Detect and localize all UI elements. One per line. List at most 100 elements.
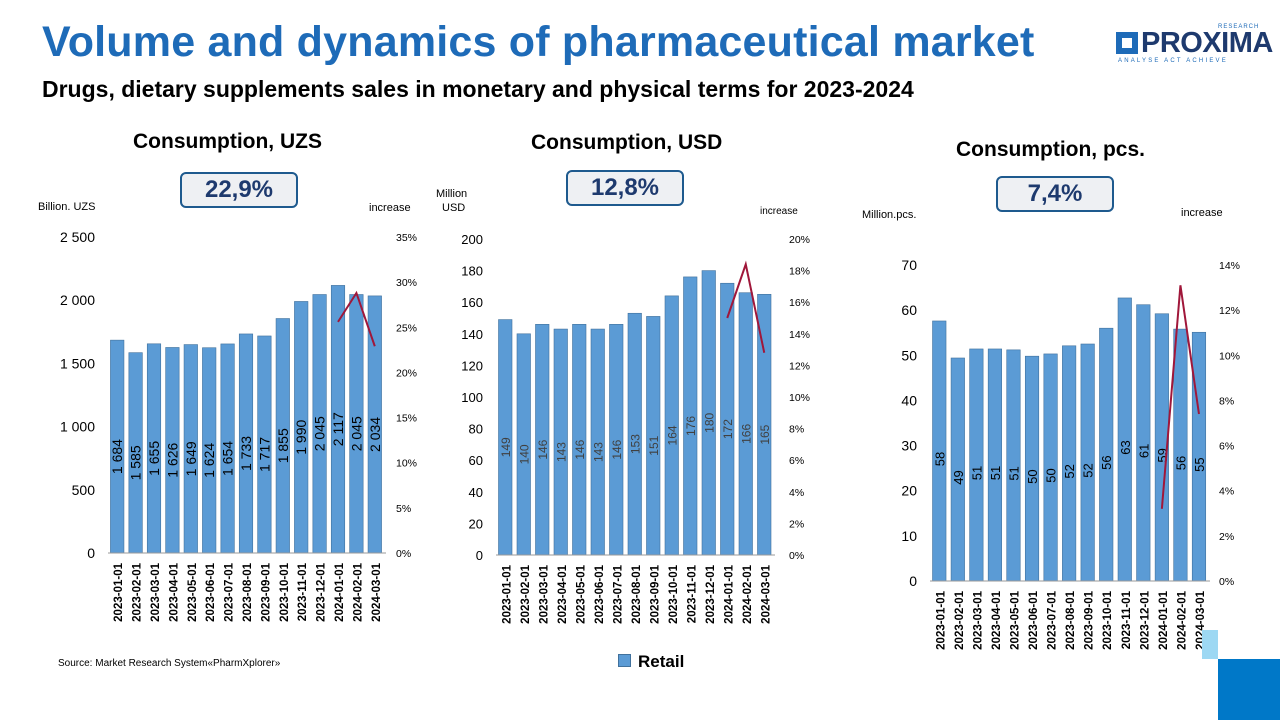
bar-value-label-pcs: 51 (969, 466, 984, 480)
y2-tick-label-pcs: 4% (1219, 486, 1234, 498)
bar-pcs (1043, 353, 1058, 582)
legend-swatch-retail (618, 654, 631, 667)
bar-value-label-uzs: 1 855 (275, 428, 291, 463)
y-axis-unit-uzs: Billion. UZS (38, 201, 96, 213)
x-tick-label-uzs: 2023-08-01 (242, 562, 254, 621)
bar-pcs (1080, 343, 1095, 582)
y-tick-label-pcs: 40 (901, 392, 917, 408)
bar-value-label-uzs: 1 654 (220, 441, 236, 476)
bar-value-label-uzs: 2 034 (367, 417, 383, 452)
chart-title-uzs: Consumption, UZS (133, 130, 322, 153)
y-tick-label-pcs: 20 (901, 483, 917, 499)
bar-pcs (1136, 304, 1151, 582)
bar-value-label-usd: 164 (666, 425, 680, 445)
y2-tick-label-pcs: 14% (1219, 260, 1240, 272)
x-tick-label-pcs: 2023-03-01 (972, 590, 984, 649)
x-tick-label-usd: 2023-06-01 (594, 564, 606, 623)
y2-tick-label-usd: 6% (789, 455, 804, 467)
x-tick-label-uzs: 2023-04-01 (168, 562, 180, 621)
y2-tick-label-usd: 10% (789, 392, 810, 404)
y-tick-label-pcs: 50 (901, 347, 917, 363)
y-tick-label-usd: 120 (461, 358, 483, 373)
y2-tick-label-usd: 4% (789, 487, 804, 499)
x-tick-label-pcs: 2023-05-01 (1009, 590, 1021, 649)
y-tick-label-usd: 160 (461, 295, 483, 310)
y-tick-label-usd: 60 (469, 453, 483, 468)
bar-pcs (969, 348, 984, 582)
y2-tick-label-pcs: 10% (1219, 350, 1240, 362)
x-tick-label-pcs: 2023-08-01 (1065, 590, 1077, 649)
logo-mark-icon (1116, 32, 1138, 54)
bar-value-label-usd: 149 (499, 437, 513, 457)
y-tick-label-uzs: 1 500 (60, 355, 95, 371)
x-tick-label-uzs: 2024-03-01 (371, 562, 383, 621)
x-tick-label-usd: 2023-04-01 (557, 564, 569, 623)
y-tick-label-pcs: 60 (901, 302, 917, 318)
x-tick-label-uzs: 2023-07-01 (224, 562, 236, 621)
page-subtitle: Drugs, dietary supplements sales in mone… (42, 76, 914, 102)
x-tick-label-uzs: 2023-01-01 (113, 562, 125, 621)
x-tick-label-uzs: 2023-03-01 (150, 562, 162, 621)
y-axis-unit-pcs: Million.pcs. (862, 209, 917, 221)
bar-value-label-usd: 140 (518, 444, 532, 464)
y-tick-label-usd: 40 (469, 485, 483, 500)
proxima-logo: RESEARCH PROXIMA ANALYSE ACT ACHIEVE (1114, 24, 1273, 68)
bar-value-label-uzs: 2 045 (348, 416, 364, 451)
bar-value-label-usd: 143 (555, 442, 569, 462)
kpi-badge-pcs: 7,4% (996, 176, 1114, 212)
y-tick-label-pcs: 70 (901, 257, 917, 273)
x-tick-label-usd: 2023-12-01 (705, 564, 717, 623)
y2-tick-label-usd: 18% (789, 266, 810, 278)
bar-value-label-pcs: 58 (932, 452, 947, 466)
y2-tick-label-usd: 16% (789, 297, 810, 309)
y-tick-label-uzs: 2 000 (60, 292, 95, 308)
bar-value-label-pcs: 55 (1192, 457, 1207, 471)
bar-value-label-usd: 176 (684, 416, 698, 436)
bar-value-label-pcs: 56 (1173, 456, 1188, 470)
y2-tick-label-pcs: 2% (1219, 531, 1234, 543)
bar-pcs (932, 320, 947, 582)
y-tick-label-uzs: 0 (87, 545, 95, 561)
y-tick-label-usd: 140 (461, 327, 483, 342)
bar-value-label-pcs: 61 (1136, 444, 1151, 458)
x-tick-label-pcs: 2023-09-01 (1084, 590, 1096, 649)
bar-value-label-uzs: 2 045 (312, 416, 328, 451)
bar-value-label-uzs: 1 649 (183, 441, 199, 476)
bar-pcs (1173, 328, 1188, 582)
x-tick-label-usd: 2023-02-01 (520, 564, 532, 623)
x-tick-label-pcs: 2024-01-01 (1158, 590, 1170, 649)
kpi-badge-usd: 12,8% (566, 170, 684, 206)
x-tick-label-uzs: 2023-12-01 (316, 562, 328, 621)
bar-value-label-usd: 151 (647, 435, 661, 455)
y2-tick-label-usd: 0% (789, 550, 804, 562)
y-tick-label-uzs: 2 500 (60, 229, 95, 245)
x-tick-label-usd: 2023-01-01 (501, 564, 513, 623)
y2-axis-label-pcs: increase (1181, 207, 1223, 219)
x-tick-label-pcs: 2023-06-01 (1028, 590, 1040, 649)
y-axis-unit-usd-line1: Million (436, 188, 468, 200)
x-tick-label-pcs: 2023-04-01 (991, 590, 1003, 649)
bar-value-label-usd: 153 (629, 434, 643, 454)
x-tick-label-pcs: 2023-10-01 (1102, 590, 1114, 649)
y2-tick-label-uzs: 20% (396, 367, 417, 379)
x-tick-label-pcs: 2023-11-01 (1121, 590, 1133, 649)
x-tick-label-uzs: 2023-09-01 (260, 562, 272, 621)
bar-pcs (950, 357, 965, 582)
x-tick-label-usd: 2023-09-01 (649, 564, 661, 623)
y2-tick-label-pcs: 0% (1219, 576, 1234, 588)
bar-pcs (1099, 327, 1114, 582)
bar-value-label-usd: 146 (610, 439, 624, 459)
y2-tick-label-uzs: 30% (396, 277, 417, 289)
bar-value-label-pcs: 50 (1044, 468, 1059, 482)
bar-value-label-pcs: 50 (1025, 469, 1040, 483)
bar-value-label-pcs: 51 (988, 466, 1003, 480)
x-tick-label-pcs: 2023-02-01 (954, 590, 966, 649)
y2-axis-label-usd: increase (760, 206, 798, 217)
bar-value-label-uzs: 1 626 (164, 443, 180, 478)
bar-pcs (1117, 297, 1132, 582)
y2-tick-label-uzs: 5% (396, 503, 411, 515)
bar-pcs (1024, 355, 1040, 582)
y-tick-label-pcs: 10 (901, 528, 917, 544)
x-tick-label-uzs: 2023-02-01 (132, 562, 144, 621)
